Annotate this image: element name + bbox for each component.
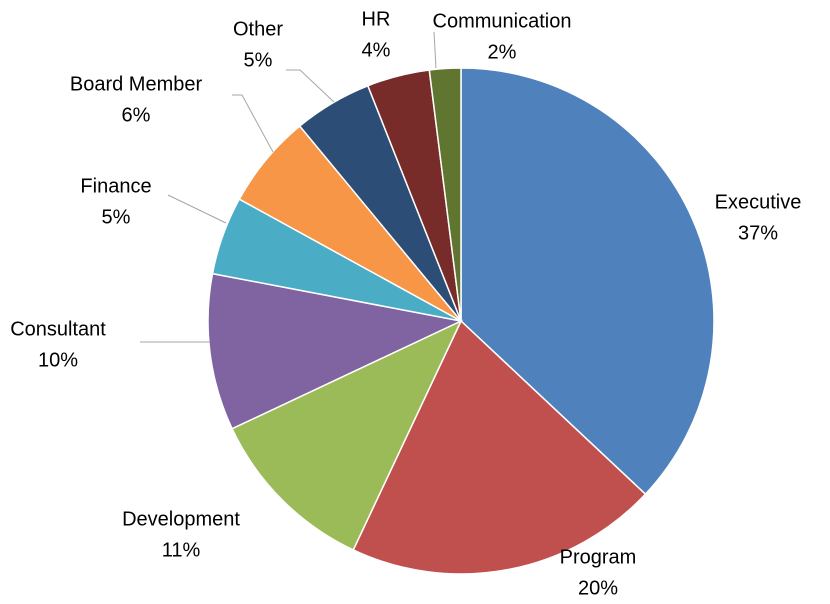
slice-value-label: 11% <box>162 539 201 561</box>
slice-label: HR <box>362 8 391 30</box>
slice-label: Executive <box>715 191 802 213</box>
pie-slice <box>460 67 715 496</box>
slice-value-label: 20% <box>578 577 618 599</box>
slice-label: Finance <box>80 175 151 197</box>
pie-slice <box>428 67 462 322</box>
slice-label: Other <box>233 18 283 40</box>
leader-line <box>433 31 437 69</box>
pie-slice <box>352 319 647 575</box>
slice-value-label: 6% <box>122 104 151 126</box>
slice-label: Board Member <box>70 73 203 95</box>
leader-line <box>167 194 227 224</box>
slice-value-label: 4% <box>362 39 391 61</box>
slice-label: Communication <box>433 10 572 32</box>
pie-slice <box>231 319 463 551</box>
slice-value-label: 5% <box>102 206 131 228</box>
slice-label: Program <box>560 546 637 568</box>
leader-line <box>286 69 335 103</box>
pie-slice <box>207 272 464 430</box>
slice-value-label: 5% <box>244 49 273 71</box>
slice-value-label: 2% <box>488 41 517 63</box>
slice-label: Development <box>122 508 240 530</box>
slice-value-label: 10% <box>38 349 78 371</box>
leader-line <box>232 94 274 153</box>
slice-label: Consultant <box>10 318 106 340</box>
slice-value-label: 37% <box>738 222 778 244</box>
